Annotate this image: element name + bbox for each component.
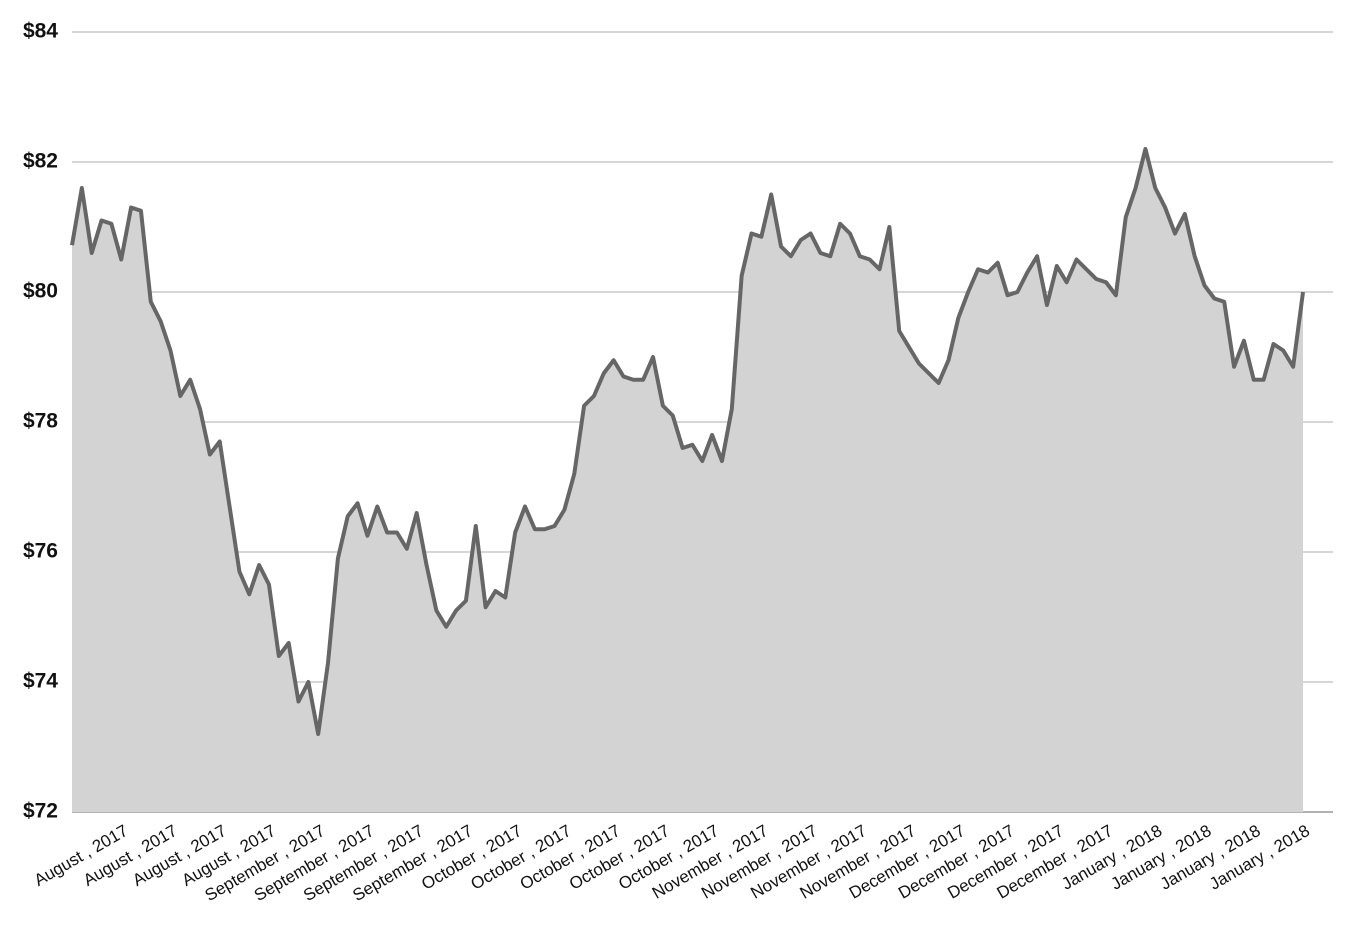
area <box>72 149 1303 812</box>
y-tick-label: $80 <box>23 280 58 303</box>
y-tick-label: $82 <box>23 150 58 173</box>
y-tick-label: $84 <box>23 20 58 43</box>
y-tick-label: $76 <box>23 540 58 563</box>
line <box>70 147 1305 736</box>
y-tick-label: $78 <box>23 410 58 433</box>
y-tick-label: $74 <box>23 670 58 693</box>
y-tick-label: $72 <box>23 800 58 823</box>
